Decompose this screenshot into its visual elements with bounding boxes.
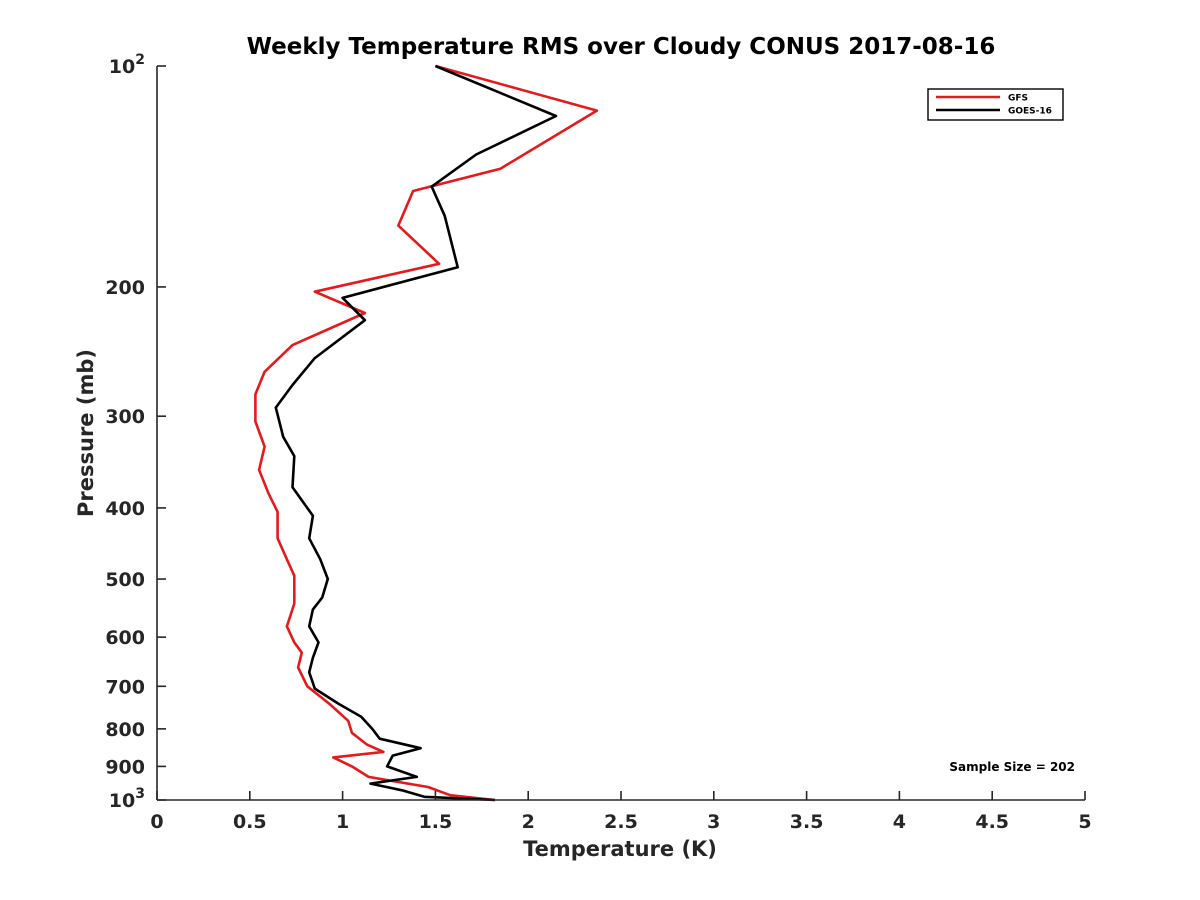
x-tick-label: 1.5 bbox=[419, 811, 453, 833]
x-tick-label: 1 bbox=[336, 811, 349, 833]
legend-label: GOES-16 bbox=[1008, 107, 1052, 117]
y-tick-label: 200 bbox=[105, 277, 145, 299]
y-tick-label: 800 bbox=[105, 719, 145, 741]
x-axis-label: Temperature (K) bbox=[523, 837, 717, 861]
x-tick-label: 0.5 bbox=[233, 811, 267, 833]
x-tick-label: 2.5 bbox=[604, 811, 638, 833]
x-tick-label: 3.5 bbox=[790, 811, 824, 833]
series-line-0 bbox=[254, 64, 599, 802]
x-tick-label: 3 bbox=[707, 811, 720, 833]
y-tick-label: 400 bbox=[105, 498, 145, 520]
x-tick-label: 0 bbox=[150, 811, 163, 833]
y-tick-label: 102 bbox=[109, 52, 145, 78]
sample-size-annotation: Sample Size = 202 bbox=[949, 760, 1075, 774]
y-tick-label: 500 bbox=[105, 569, 145, 591]
y-axis: 102 200 300 400 500 600 700 800 900 103 bbox=[105, 52, 166, 812]
x-tick-label: 5 bbox=[1078, 811, 1091, 833]
y-tick-label: 700 bbox=[105, 676, 145, 698]
chart-title: Weekly Temperature RMS over Cloudy CONUS… bbox=[247, 34, 996, 60]
legend-label: GFS bbox=[1008, 94, 1028, 104]
y-tick-label: 600 bbox=[105, 627, 145, 649]
x-tick-label: 2 bbox=[522, 811, 535, 833]
legend: GFS GOES-16 bbox=[927, 88, 1064, 121]
legend-box bbox=[927, 88, 1064, 121]
y-tick-label: 900 bbox=[105, 756, 145, 778]
y-tick-label: 300 bbox=[105, 406, 145, 428]
x-axis: 0 0.5 1 1.5 2 2.5 3 3.5 4 4.5 5 bbox=[150, 791, 1092, 833]
x-tick-label: 4 bbox=[893, 811, 906, 833]
y-tick-label: 103 bbox=[109, 786, 145, 812]
x-tick-label: 4.5 bbox=[975, 811, 1009, 833]
series-line-1 bbox=[274, 64, 558, 802]
plot-area bbox=[254, 64, 599, 802]
y-axis-label: Pressure (mb) bbox=[74, 349, 98, 517]
